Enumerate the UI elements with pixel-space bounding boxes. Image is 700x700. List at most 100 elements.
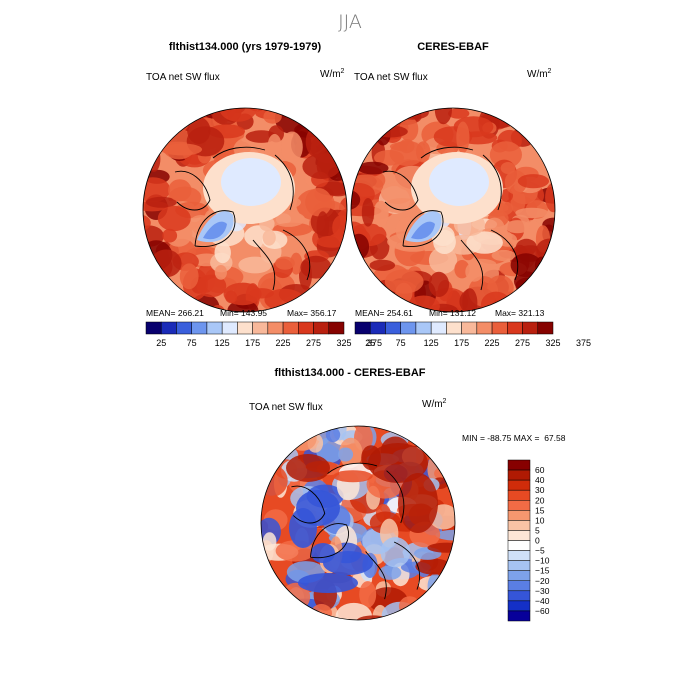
colorbar-swatch [507, 520, 531, 531]
colorbar-swatch [415, 321, 432, 335]
colorbar-tick-label: −30 [535, 586, 550, 596]
field-cell [357, 161, 389, 175]
coastline [252, 239, 276, 291]
map-boundary [350, 107, 556, 313]
colorbar-tick-label: 10 [535, 515, 545, 525]
colorbar-tick-label: 125 [215, 338, 230, 348]
field-cell [427, 573, 443, 599]
colorbar-tick-label: −60 [535, 606, 550, 616]
panel-obs: CERES-EBAF TOA net SW flux W/m2 MEAN= 25… [350, 41, 591, 348]
field-cell [187, 117, 211, 144]
field-cell [369, 259, 396, 271]
colorbar-swatch [221, 321, 238, 335]
units-label: W/m2 [320, 68, 345, 80]
units-base: W/m [320, 69, 341, 80]
colorbar-swatch [430, 321, 447, 335]
field-cell [500, 162, 516, 174]
colorbar-swatch [369, 321, 386, 335]
colorbar-tick-label: 75 [187, 338, 197, 348]
field-cell [147, 145, 161, 172]
field-cell [398, 473, 438, 533]
panel-heading: CERES-EBAF [417, 41, 489, 53]
field-cell [286, 454, 330, 482]
field-cell [316, 211, 329, 243]
colorbar-tick-label: −5 [535, 546, 545, 556]
stat-mean: MEAN= 266.21 [146, 308, 204, 318]
panel-model: flthist134.000 (yrs 1979-1979) TOA net S… [142, 41, 382, 348]
coastline [402, 210, 444, 247]
panel-difference: flthist134.000 - CERES-EBAF TOA net SW f… [249, 367, 566, 622]
polar-map [261, 426, 455, 620]
units-label: W/m2 [422, 398, 447, 410]
polar-map [143, 108, 347, 312]
colorbar-tick-label: 5 [535, 525, 540, 535]
colorbar-swatch [298, 321, 314, 335]
stat-max: Max= 321.13 [495, 308, 545, 318]
field-cell [504, 170, 527, 195]
colorbar-swatch [191, 321, 208, 335]
colorbar-tick-label: 325 [336, 338, 351, 348]
field-cell [415, 558, 453, 575]
field-cell [427, 542, 455, 553]
map-boundary [260, 425, 456, 621]
panel-heading: flthist134.000 - CERES-EBAF [275, 367, 426, 379]
field-cell [281, 131, 303, 163]
coastline [274, 154, 294, 211]
field-cell [298, 573, 358, 593]
colorbar-swatch [507, 550, 531, 561]
field-cell [325, 427, 341, 443]
colorbar-tick-label: 60 [535, 465, 545, 475]
field-cell [289, 508, 317, 548]
colorbar-swatch [446, 321, 462, 335]
field-cell [399, 116, 419, 142]
sea-ice [221, 158, 281, 206]
colorbar-swatch [507, 321, 523, 335]
field-cell [150, 249, 182, 278]
colorbar-swatch [313, 321, 330, 335]
coastline [310, 523, 349, 559]
colorbar-swatch [145, 321, 162, 335]
stat-min: Min= 143.95 [220, 308, 267, 318]
field-cell [351, 233, 370, 260]
colorbar-tick-label: 20 [535, 495, 545, 505]
colorbar-tick-label: 0 [535, 536, 540, 546]
field-cell [333, 470, 373, 483]
colorbar-tick-label: 175 [454, 338, 469, 348]
field-cell [515, 207, 549, 219]
field-cell [434, 108, 452, 125]
field-cell [163, 143, 203, 156]
colorbar-tick-label: −10 [535, 556, 550, 566]
colorbar-swatch [282, 321, 299, 335]
coastline [386, 470, 405, 524]
colorbar-swatch [522, 321, 539, 335]
field-cell [517, 174, 550, 189]
colorbar-swatch [160, 321, 177, 335]
field-cell [545, 182, 555, 213]
colorbar-swatch [328, 321, 345, 335]
field-cell [302, 153, 341, 179]
coastline [282, 229, 311, 281]
field-cell [335, 602, 372, 620]
field-cell [288, 426, 317, 451]
coastline [460, 239, 484, 291]
colorbar-swatch [206, 321, 223, 335]
field-cell [238, 256, 272, 274]
variable-label: TOA net SW flux [354, 72, 428, 83]
colorbar-tick-label: −40 [535, 596, 550, 606]
colorbar-swatch [400, 321, 417, 335]
coastline [327, 462, 378, 474]
colorbar-swatch [507, 530, 531, 541]
field-cell [290, 252, 303, 275]
colorbar-swatch [252, 321, 269, 335]
field-cell [389, 140, 425, 166]
units-base: W/m [527, 69, 548, 80]
colorbar-swatch [354, 321, 371, 335]
colorbar-tick-label: 375 [367, 338, 382, 348]
field-cell [384, 269, 424, 294]
field-cell [428, 246, 458, 274]
field-cell [214, 242, 231, 264]
field-cell [311, 543, 335, 563]
colorbar-swatch [507, 590, 531, 602]
